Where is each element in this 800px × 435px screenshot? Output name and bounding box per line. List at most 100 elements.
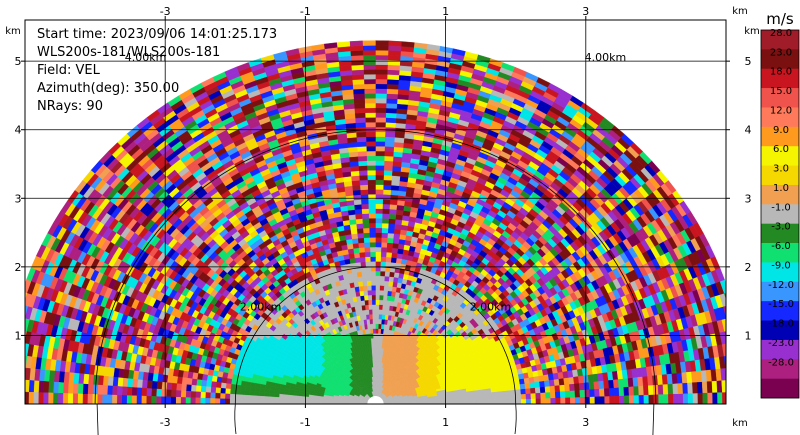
velocity-gate <box>375 131 386 137</box>
velocity-gate <box>721 343 726 357</box>
velocity-gate <box>505 389 512 396</box>
velocity-gate <box>383 160 394 167</box>
velocity-gate <box>375 64 388 70</box>
velocity-gate <box>381 304 387 311</box>
velocity-gate <box>364 97 376 104</box>
velocity-gate <box>682 382 689 394</box>
velocity-gate <box>516 398 522 404</box>
velocity-gate <box>564 383 571 392</box>
velocity-gate <box>369 237 376 243</box>
velocity-gate <box>540 392 546 399</box>
velocity-gate <box>364 93 376 99</box>
velocity-gate <box>375 237 382 243</box>
velocity-gate <box>387 54 401 61</box>
velocity-gate <box>371 290 376 296</box>
velocity-gate <box>491 399 498 404</box>
velocity-gate <box>353 199 362 206</box>
velocity-gate <box>501 399 507 404</box>
velocity-gate <box>393 272 400 278</box>
velocity-gate <box>354 107 366 114</box>
velocity-gate <box>384 275 390 282</box>
velocity-gate <box>569 383 576 391</box>
velocity-gate <box>387 50 401 57</box>
velocity-gate <box>383 174 393 181</box>
velocity-gate <box>375 357 378 363</box>
velocity-gate <box>367 189 376 195</box>
velocity-gate <box>369 241 376 248</box>
velocity-gate <box>375 179 384 185</box>
velocity-gate <box>368 213 376 219</box>
velocity-gate <box>375 165 385 171</box>
velocity-gate <box>363 73 376 80</box>
velocity-gate <box>385 98 398 104</box>
velocity-gate <box>365 117 376 123</box>
velocity-gate <box>375 54 389 61</box>
velocity-gate <box>375 117 386 123</box>
velocity-gate <box>457 397 463 402</box>
velocity-gate <box>375 174 384 181</box>
velocity-gate <box>667 383 674 395</box>
velocity-gate <box>588 381 595 390</box>
velocity-gate <box>355 131 367 138</box>
velocity-gate <box>386 93 398 100</box>
velocity-gate <box>682 393 689 404</box>
velocity-gate <box>379 270 386 277</box>
velocity-gate <box>354 257 361 264</box>
velocity-gate <box>357 237 365 244</box>
velocity-gate <box>388 276 394 283</box>
velocity-gate <box>593 380 600 390</box>
velocity-gate <box>375 275 381 281</box>
velocity-gate <box>356 136 367 143</box>
velocity-gate <box>366 275 372 282</box>
velocity-gate <box>365 141 376 147</box>
velocity-gate <box>506 399 512 404</box>
velocity-gate <box>375 338 379 344</box>
velocity-gate <box>529 381 536 389</box>
velocity-gate <box>496 395 502 401</box>
velocity-gate <box>375 328 379 334</box>
velocity-gate <box>727 392 732 404</box>
velocity-gate <box>623 395 630 404</box>
velocity-gate <box>375 285 380 291</box>
velocity-gate <box>375 261 381 267</box>
velocity-gate <box>353 98 366 104</box>
velocity-gate <box>471 396 478 401</box>
velocity-gate <box>730 367 736 380</box>
velocity-gate <box>722 305 726 318</box>
velocity-gate <box>618 386 625 396</box>
velocity-gate <box>387 223 396 229</box>
velocity-gate <box>520 388 527 395</box>
velocity-gate <box>643 385 649 396</box>
velocity-gate <box>366 155 376 161</box>
velocity-gate <box>375 83 388 90</box>
velocity-gate <box>490 391 497 397</box>
velocity-gate <box>361 275 367 282</box>
velocity-gate <box>380 251 387 258</box>
velocity-gate <box>378 304 383 310</box>
velocity-gate <box>702 392 709 404</box>
velocity-gate <box>389 194 399 201</box>
velocity-gate <box>560 397 566 404</box>
velocity-gate <box>389 204 398 210</box>
velocity-gate <box>382 194 391 200</box>
velocity-gate <box>736 379 742 392</box>
velocity-gate <box>357 276 363 283</box>
velocity-gate <box>368 203 376 209</box>
velocity-gate <box>579 396 586 404</box>
velocity-gate <box>375 280 381 286</box>
velocity-gate <box>549 385 556 393</box>
velocity-gate <box>351 238 359 244</box>
velocity-gate <box>486 399 493 404</box>
velocity-gate <box>350 175 360 182</box>
velocity-gate <box>387 45 402 52</box>
velocity-gate <box>363 78 376 85</box>
velocity-gate <box>734 354 740 367</box>
velocity-gate <box>375 150 385 157</box>
velocity-gate <box>375 141 386 147</box>
velocity-gate <box>362 285 368 292</box>
velocity-gate <box>573 382 580 391</box>
velocity-gate <box>361 218 370 224</box>
velocity-gate <box>565 397 571 404</box>
velocity-gate <box>375 155 385 161</box>
